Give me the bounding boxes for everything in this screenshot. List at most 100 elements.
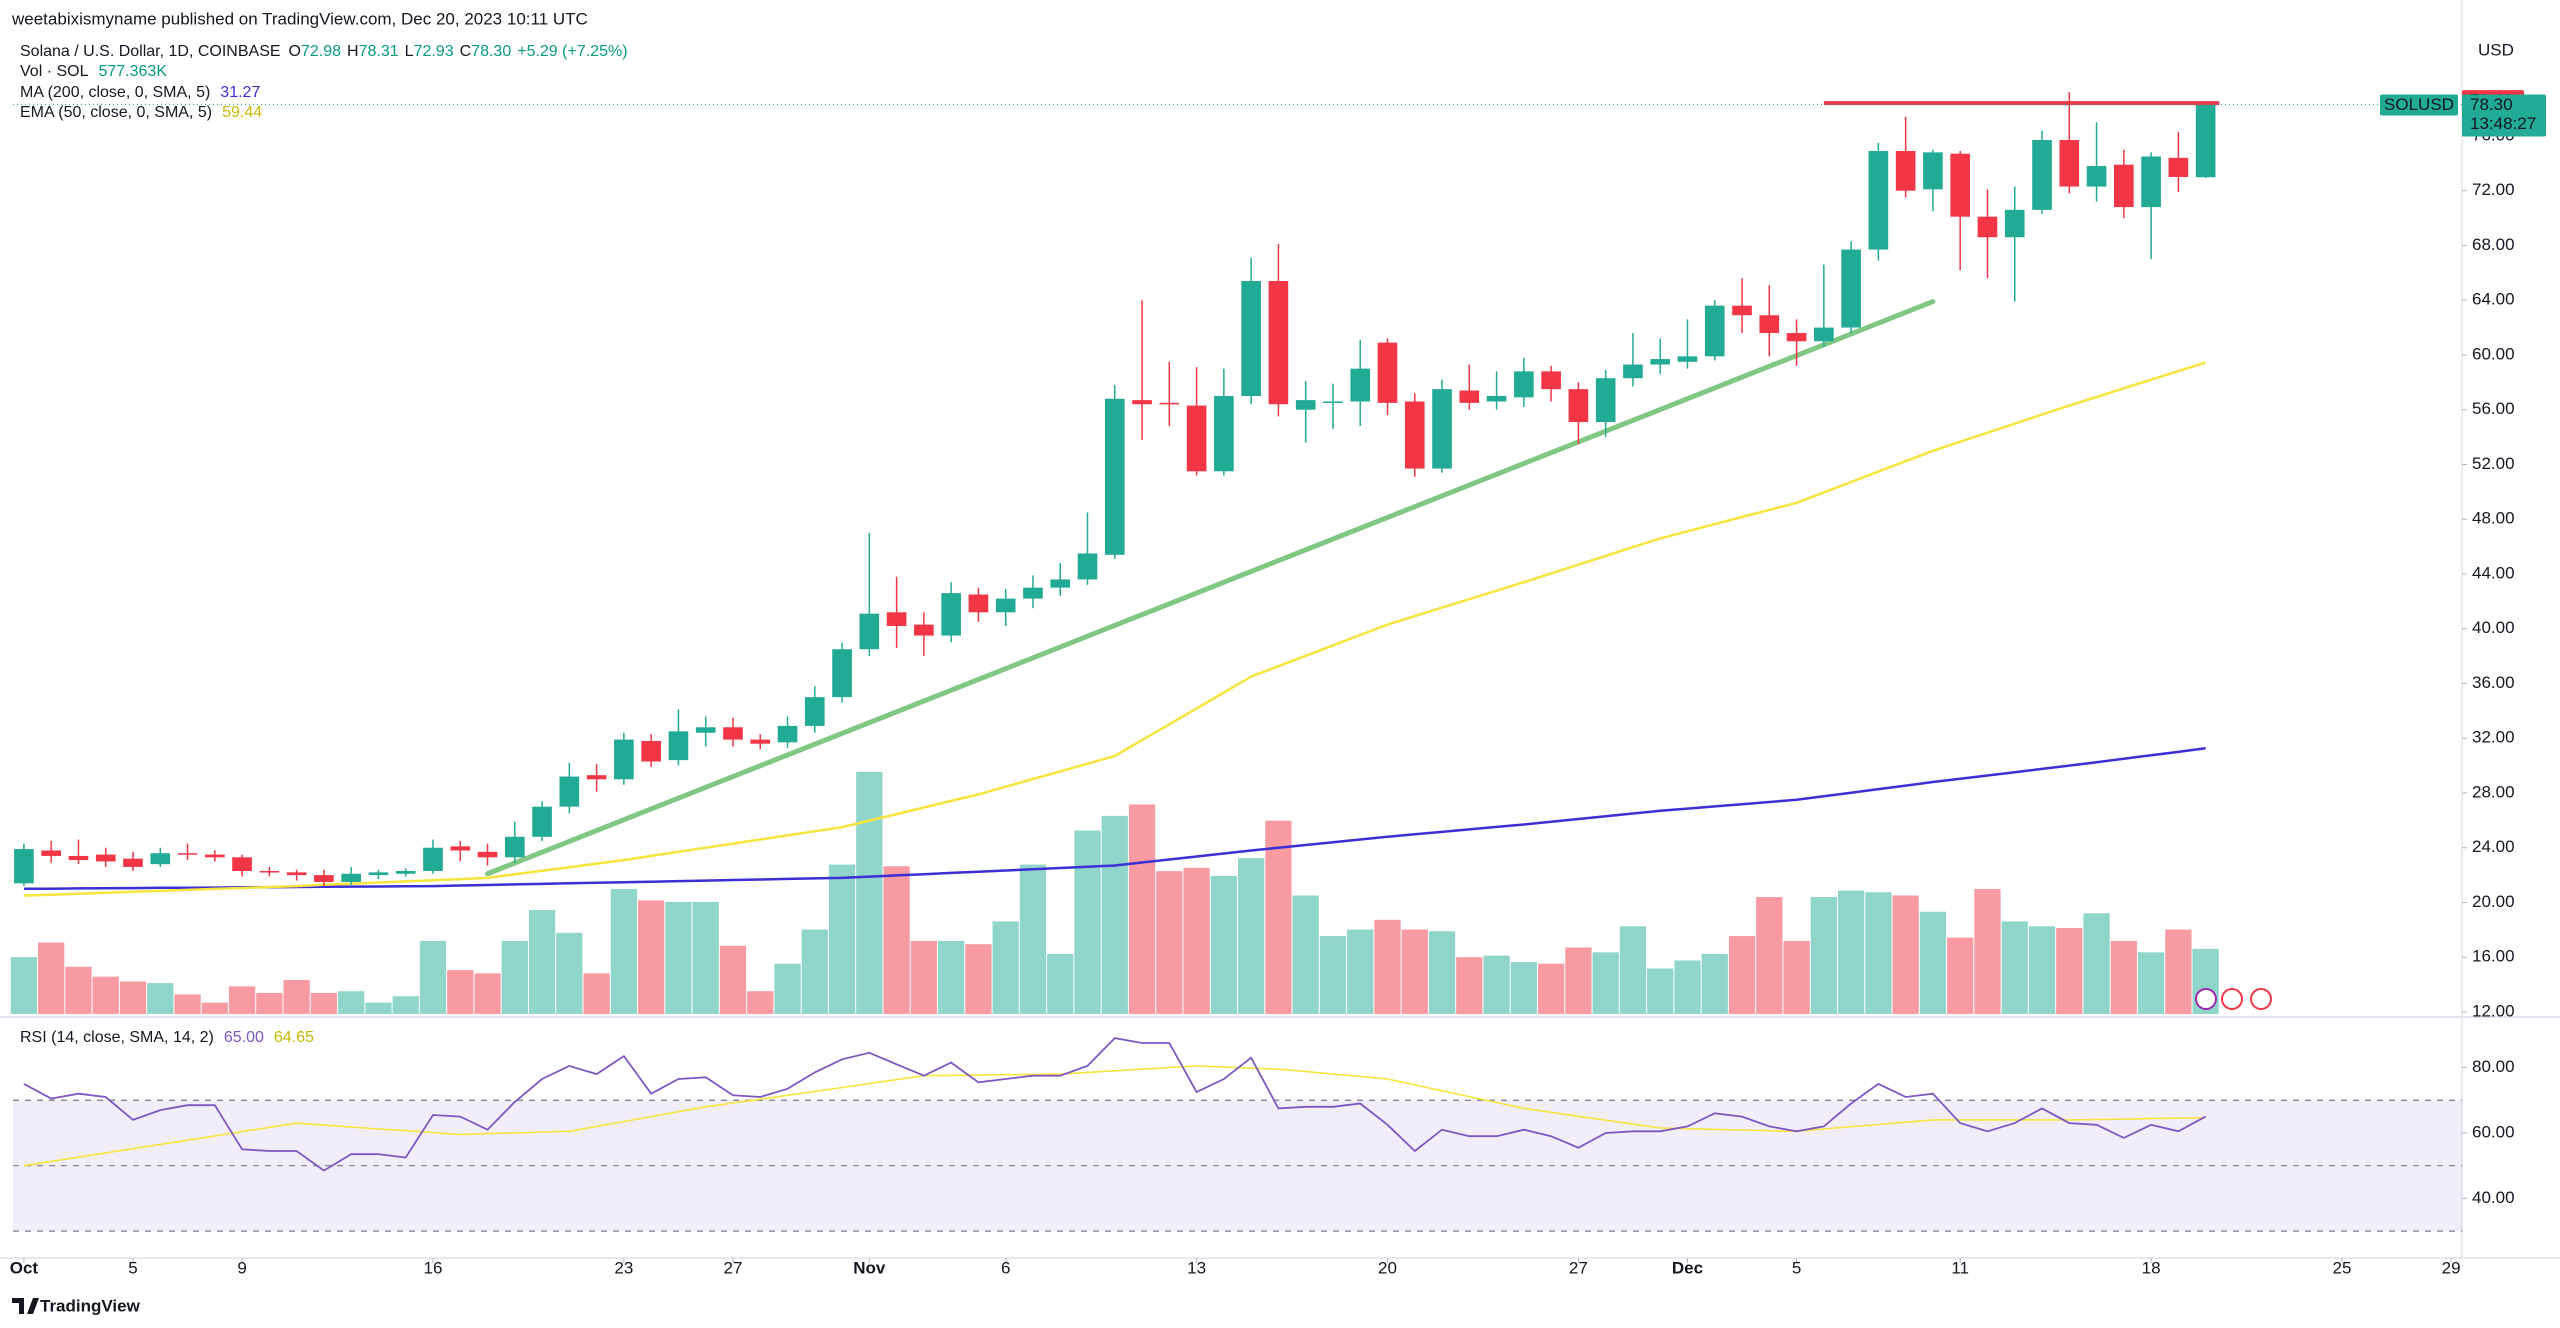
- candle-body: [41, 850, 61, 856]
- x-tick-label: Dec: [1672, 1258, 1703, 1277]
- legend-name: EMA (50, close, 0, SMA, 5): [20, 104, 212, 121]
- candle-body: [859, 613, 880, 650]
- candle-body: [614, 739, 634, 780]
- candle-body: [1132, 400, 1152, 405]
- x-tick-label: 27: [1569, 1258, 1588, 1277]
- ma-legend: MA (200, close, 0, SMA, 5) 31.27: [20, 84, 260, 101]
- volume-bar: [283, 979, 310, 1014]
- volume-bar: [992, 921, 1019, 1014]
- candle-body: [2059, 140, 2080, 187]
- volume-bar: [2083, 913, 2110, 1014]
- volume-bar: [1892, 895, 1919, 1014]
- volume-bar: [201, 1002, 228, 1014]
- candle-body: [1486, 396, 1507, 402]
- candle-body: [1295, 400, 1316, 410]
- volume-bar: [1483, 955, 1510, 1014]
- y-tick-label: 32.00: [2472, 728, 2515, 747]
- volume-bar: [2137, 952, 2165, 1014]
- y-tick-label: 24.00: [2472, 837, 2515, 856]
- volume-bar: [910, 940, 938, 1014]
- legend-value: 65.00: [224, 1029, 264, 1046]
- volume-bar: [1565, 947, 1592, 1014]
- candle-body: [886, 612, 907, 626]
- candle-body: [723, 727, 743, 740]
- candle-body: [2141, 156, 2161, 208]
- volume-bar: [1728, 936, 1756, 1014]
- volume-bar: [1292, 895, 1319, 1014]
- symbol-tag: [2380, 94, 2458, 116]
- candle-body: [1159, 402, 1180, 405]
- candle-body: [832, 649, 852, 698]
- brand-name: TradingView: [40, 1296, 141, 1315]
- candle-body: [641, 740, 661, 762]
- event-icon[interactable]: [2195, 988, 2217, 1010]
- candle-body: [695, 727, 716, 733]
- trendline: [485, 299, 1936, 877]
- legend-key: C: [460, 43, 472, 60]
- volume-bar: [1837, 890, 1865, 1014]
- candle-body: [1241, 281, 1261, 397]
- volume-bar: [1619, 926, 1647, 1014]
- candle-body: [1104, 398, 1125, 555]
- x-tick-label: Nov: [853, 1258, 886, 1277]
- volume-bar: [174, 994, 201, 1014]
- candle-body: [1050, 579, 1071, 588]
- y-tick-label: 40.00: [2472, 618, 2515, 637]
- volume-bar: [610, 888, 638, 1014]
- candle-body: [68, 855, 89, 861]
- legend-key: H: [347, 43, 359, 60]
- volume-legend: Vol · SOL 577.363K: [20, 63, 167, 80]
- volume-bar: [338, 991, 365, 1014]
- candle-body: [750, 739, 771, 744]
- y-tick-label: 72.00: [2472, 180, 2515, 199]
- volume-bar: [856, 772, 883, 1014]
- candle-body: [968, 594, 989, 613]
- candle-body: [1895, 150, 1916, 191]
- y-tick-label: 40.00: [2472, 1188, 2515, 1207]
- legend-value: 59.44: [222, 104, 262, 121]
- event-icon[interactable]: [2250, 988, 2272, 1010]
- y-tick-label: 56.00: [2472, 399, 2515, 418]
- legend-value: 72.98: [301, 43, 341, 60]
- x-tick-label: 9: [237, 1258, 246, 1277]
- candle-body: [1704, 305, 1725, 357]
- volume-bar: [147, 983, 174, 1014]
- candle-body: [1268, 281, 1289, 405]
- candle-body: [804, 697, 825, 726]
- candle-body: [559, 776, 580, 807]
- y-tick-label: 68.00: [2472, 235, 2515, 254]
- volume-bar: [1374, 919, 1401, 1014]
- volume-bar: [938, 940, 965, 1014]
- volume-bar: [2056, 927, 2083, 1014]
- volume-bar: [719, 945, 747, 1014]
- volume-bar: [1810, 897, 1837, 1014]
- y-tick-label: 60.00: [2472, 344, 2515, 363]
- candle-body: [341, 873, 361, 882]
- symbol-tag-label: SOLUSD: [2384, 95, 2454, 114]
- volume-bar: [1347, 929, 1374, 1014]
- currency-label: USD: [2478, 40, 2514, 59]
- x-tick-label: 23: [614, 1258, 633, 1277]
- volume-bar: [774, 963, 801, 1014]
- candle-body: [204, 854, 225, 858]
- candle-body: [368, 872, 389, 876]
- candle-body: [423, 847, 443, 872]
- candle-body: [1377, 342, 1398, 403]
- candle-body: [14, 849, 34, 884]
- volume-bar: [2110, 940, 2137, 1014]
- brand-logo: TradingView: [12, 1296, 141, 1315]
- legend-key: O: [289, 43, 301, 60]
- legend-title: Solana / U.S. Dollar, 1D, COINBASE: [20, 43, 281, 60]
- volume-bar: [692, 901, 719, 1014]
- volume-bar: [38, 942, 65, 1014]
- candle-body: [504, 836, 525, 858]
- candle-body: [1459, 390, 1480, 403]
- event-icon[interactable]: [2221, 988, 2243, 1010]
- candle-body: [1732, 305, 1752, 316]
- candle-body: [1786, 333, 1807, 342]
- candle-body: [1677, 356, 1698, 362]
- volume-bar: [1919, 911, 1947, 1014]
- volume-bar: [119, 981, 147, 1014]
- volume-bar: [665, 901, 692, 1014]
